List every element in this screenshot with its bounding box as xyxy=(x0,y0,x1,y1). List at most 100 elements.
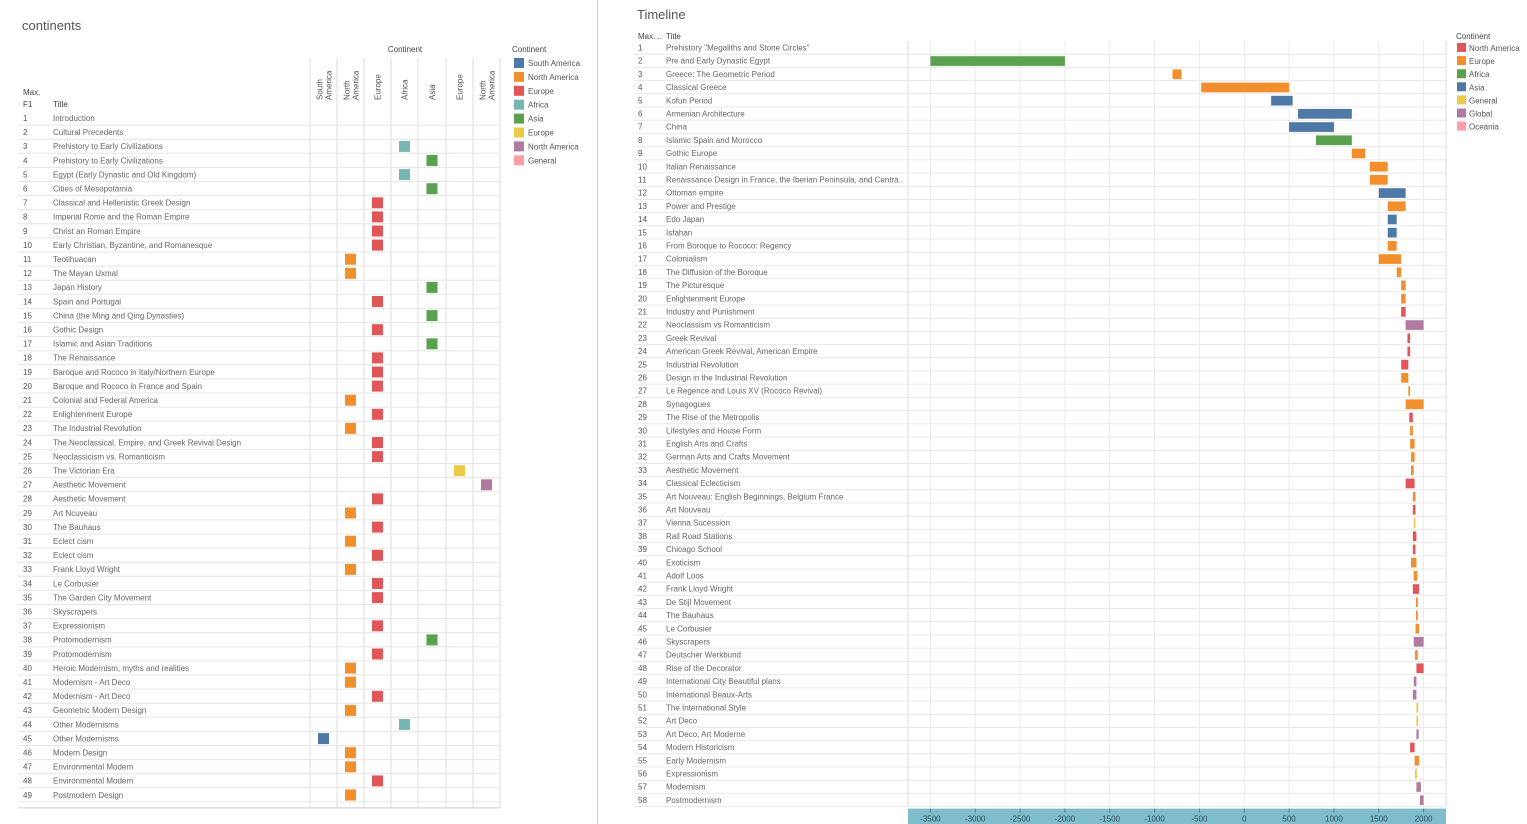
timeline-bar xyxy=(1298,109,1352,119)
row-id: 40 xyxy=(23,664,32,673)
row-title: English Arts and Crafts xyxy=(666,440,747,449)
row-title: The Picturesque xyxy=(666,281,725,290)
continent-column-header: Africa xyxy=(401,79,410,100)
row-title: The Garden City Movement xyxy=(53,593,152,602)
row-id: 3 xyxy=(638,70,643,79)
row-title: Vienna Sucession xyxy=(666,519,730,528)
row-id: 6 xyxy=(23,185,28,194)
row-id: 54 xyxy=(638,743,647,752)
continent-mark xyxy=(345,535,356,547)
timeline-bar xyxy=(1387,227,1397,238)
row-id: 5 xyxy=(23,170,28,179)
row-title: Modern Design xyxy=(53,749,107,758)
row-title: Industry and Punishment xyxy=(666,308,755,317)
legend-swatch xyxy=(1457,43,1466,52)
row-title: Art Nouveau: English Beginnings, Belgium… xyxy=(666,492,844,501)
row-title: Adolf Loos xyxy=(666,572,704,581)
continent-mark xyxy=(372,690,383,702)
legend-label: General xyxy=(528,156,557,165)
row-id: 29 xyxy=(23,509,32,518)
row-id: 23 xyxy=(23,424,32,433)
row-title: Industrial Revolution xyxy=(666,360,738,369)
continent-mark xyxy=(372,549,383,561)
timeline-bar xyxy=(1409,412,1413,423)
row-id: 34 xyxy=(23,579,32,588)
timeline-bar xyxy=(1415,769,1417,779)
timeline-bar xyxy=(1416,663,1424,674)
row-id: 33 xyxy=(638,466,647,475)
row-title: Kofun Period xyxy=(666,96,712,105)
timeline-bar xyxy=(1415,610,1418,621)
row-title: Classical Eclecticism xyxy=(666,479,741,488)
row-id: 31 xyxy=(23,537,32,546)
row-id: 13 xyxy=(638,202,647,211)
row-title: Expressionism xyxy=(666,770,718,779)
row-title: Islamic and Asian Traditions xyxy=(53,340,152,349)
row-id: 57 xyxy=(638,783,647,792)
row-title: The Rise of the Metropolis xyxy=(666,413,759,422)
continent-mark xyxy=(372,324,383,336)
row-title: Modern Historicism xyxy=(666,743,735,752)
timeline-bar xyxy=(1416,703,1419,713)
row-title: The Industrial Revolution xyxy=(53,424,142,433)
legend-swatch xyxy=(514,141,524,152)
row-id: 8 xyxy=(23,213,28,222)
row-id: 9 xyxy=(23,227,28,236)
row-title: Gothic Europe xyxy=(666,149,718,158)
x-axis-tick-label: -2500 xyxy=(1010,815,1031,824)
continent-column-label: North xyxy=(479,80,488,100)
row-id: 25 xyxy=(638,360,647,369)
timeline-bar xyxy=(1408,386,1411,396)
continents-sheet: continents Continent Max. F1 Title South Amer… xyxy=(0,0,597,824)
row-title: Imperial Rome and the Roman Empire xyxy=(53,213,190,222)
row-id: 42 xyxy=(638,585,647,594)
row-id: 13 xyxy=(23,283,32,292)
continent-mark xyxy=(426,310,438,322)
legend-label: Europe xyxy=(528,87,554,96)
row-id: 46 xyxy=(638,638,647,647)
x-axis-tick-label: -3500 xyxy=(920,815,941,824)
row-id: 37 xyxy=(638,519,647,528)
legend-label: General xyxy=(1469,96,1498,105)
x-axis-tick-label: -500 xyxy=(1191,815,1208,824)
timeline-title: Timeline xyxy=(637,7,686,22)
legend-label: Asia xyxy=(1469,83,1485,92)
timeline-bar xyxy=(1415,650,1418,660)
row-id: 1 xyxy=(638,44,643,53)
row-title: Baroque and Rococo in Italy/Northern Eur… xyxy=(53,368,215,377)
row-title: Renaissance Design in France, the Iberia… xyxy=(666,176,903,185)
row-title: Design in the Industrial Revolution xyxy=(666,374,787,383)
row-id: 32 xyxy=(638,453,647,462)
row-title: German Arts and Crafts Movement xyxy=(666,453,790,462)
row-id: 15 xyxy=(638,228,647,237)
row-title: Enlightenment Europe xyxy=(666,294,746,303)
row-title: Rail Road Stations xyxy=(666,532,732,541)
row-title: Le Corbusier xyxy=(666,624,712,633)
timeline-bar xyxy=(1412,689,1417,700)
timeline-bar xyxy=(1412,491,1416,502)
continent-mark xyxy=(372,437,383,448)
row-title: The Victorian Era xyxy=(53,467,115,476)
row-title: Other Modernisms xyxy=(53,720,119,729)
continent-mark xyxy=(372,366,383,378)
legend-swatch xyxy=(1457,95,1466,105)
timeline-bar xyxy=(1401,359,1409,370)
legend-swatch xyxy=(514,155,524,166)
continent-mark xyxy=(372,578,383,589)
row-id: 19 xyxy=(638,281,647,290)
x-axis-tick-label: -1500 xyxy=(1100,815,1121,824)
row-id: 12 xyxy=(23,269,32,278)
row-id: 32 xyxy=(23,551,32,560)
row-title: Postmodern Design xyxy=(53,791,123,800)
row-id: 2 xyxy=(638,57,643,66)
row-title: From Boroque to Rococo: Regency xyxy=(666,242,791,251)
row-id: 38 xyxy=(638,532,647,541)
legend-swatch xyxy=(514,58,524,68)
continent-column-header: Europe xyxy=(374,74,383,100)
row-id: 20 xyxy=(638,294,647,303)
row-id: 24 xyxy=(23,438,32,447)
row-id: 41 xyxy=(638,572,647,581)
continent-column-header: North America xyxy=(343,70,361,100)
row-title: Frank Lloyd Wright xyxy=(666,585,734,594)
row-title: The Mayan Uxmal xyxy=(53,269,118,278)
